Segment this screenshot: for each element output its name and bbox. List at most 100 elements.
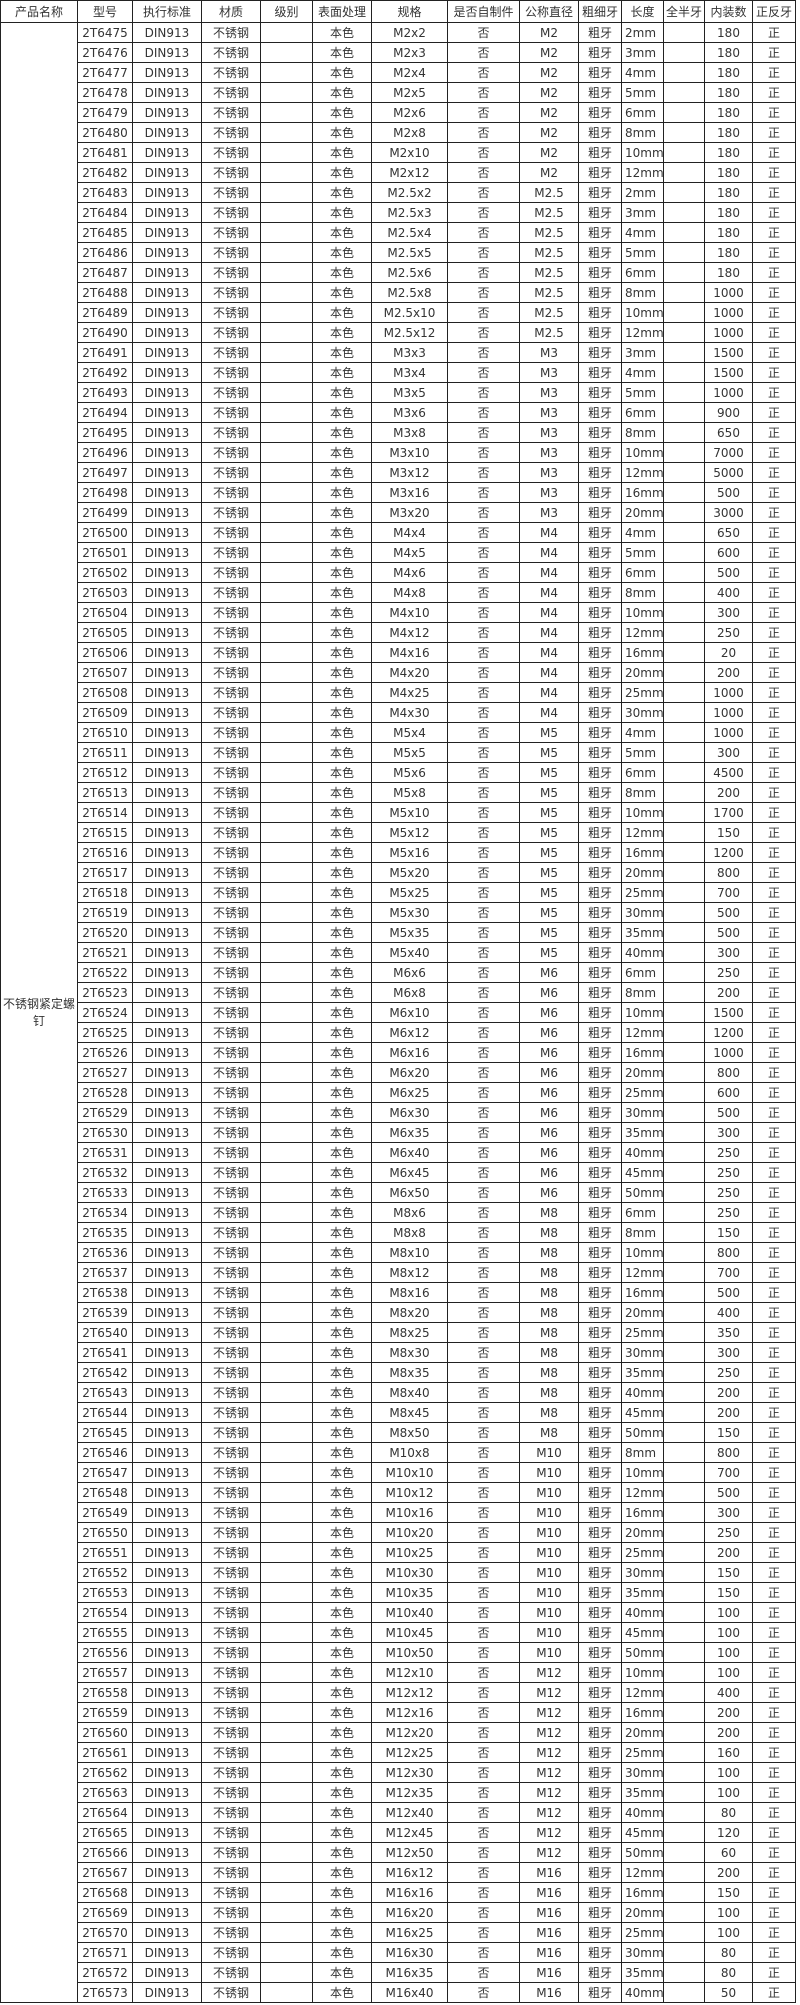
cell-full-half-thread bbox=[663, 882, 705, 903]
cell-thread-type: 粗牙 bbox=[578, 602, 622, 623]
cell-model: 2T6482 bbox=[77, 162, 133, 183]
cell-full-half-thread bbox=[663, 1582, 705, 1603]
cell-length: 25mm bbox=[621, 1322, 664, 1343]
cell-thread-direction: 正 bbox=[752, 1382, 796, 1403]
cell-thread-direction: 正 bbox=[752, 522, 796, 543]
cell-full-half-thread bbox=[663, 1302, 705, 1323]
cell-standard: DIN913 bbox=[132, 622, 202, 643]
cell-grade bbox=[260, 1602, 313, 1623]
cell-pack-quantity: 200 bbox=[704, 1702, 753, 1723]
cell-spec: M2.5x4 bbox=[371, 222, 448, 243]
cell-self-made: 否 bbox=[447, 1082, 520, 1103]
cell-standard: DIN913 bbox=[132, 722, 202, 743]
cell-thread-direction: 正 bbox=[752, 1682, 796, 1703]
cell-material: 不锈钢 bbox=[201, 922, 261, 943]
cell-surface-treatment: 本色 bbox=[312, 782, 372, 803]
cell-thread-type: 粗牙 bbox=[578, 1142, 622, 1163]
cell-nominal-diameter: M8 bbox=[519, 1282, 579, 1303]
cell-nominal-diameter: M12 bbox=[519, 1762, 579, 1783]
cell-self-made: 否 bbox=[447, 602, 520, 623]
cell-pack-quantity: 100 bbox=[704, 1642, 753, 1663]
cell-spec: M16x30 bbox=[371, 1942, 448, 1963]
cell-material: 不锈钢 bbox=[201, 1502, 261, 1523]
cell-length: 45mm bbox=[621, 1822, 664, 1843]
cell-self-made: 否 bbox=[447, 1402, 520, 1423]
cell-spec: M6x10 bbox=[371, 1002, 448, 1023]
cell-spec: M8x6 bbox=[371, 1202, 448, 1223]
cell-pack-quantity: 180 bbox=[704, 22, 753, 43]
cell-nominal-diameter: M5 bbox=[519, 842, 579, 863]
cell-model: 2T6521 bbox=[77, 942, 133, 963]
cell-nominal-diameter: M4 bbox=[519, 662, 579, 683]
table-row: 2T6573 DIN913 不锈钢 本色 M16x40 否 M16 粗牙 40mm 50 正 bbox=[1, 1982, 796, 2003]
cell-full-half-thread bbox=[663, 822, 705, 843]
cell-pack-quantity: 100 bbox=[704, 1662, 753, 1683]
cell-surface-treatment: 本色 bbox=[312, 982, 372, 1003]
cell-material: 不锈钢 bbox=[201, 1362, 261, 1383]
cell-spec: M4x10 bbox=[371, 602, 448, 623]
cell-length: 12mm bbox=[621, 822, 664, 843]
cell-thread-direction: 正 bbox=[752, 162, 796, 183]
cell-model: 2T6531 bbox=[77, 1142, 133, 1163]
cell-full-half-thread bbox=[663, 1962, 705, 1983]
cell-standard: DIN913 bbox=[132, 402, 202, 423]
cell-thread-type: 粗牙 bbox=[578, 282, 622, 303]
cell-length: 30mm bbox=[621, 702, 664, 723]
table-row: 2T6572 DIN913 不锈钢 本色 M16x35 否 M16 粗牙 35mm 80 正 bbox=[1, 1962, 796, 1983]
cell-thread-direction: 正 bbox=[752, 1202, 796, 1223]
cell-thread-direction: 正 bbox=[752, 122, 796, 143]
cell-spec: M16x12 bbox=[371, 1862, 448, 1883]
cell-surface-treatment: 本色 bbox=[312, 142, 372, 163]
cell-model: 2T6550 bbox=[77, 1522, 133, 1543]
cell-spec: M5x6 bbox=[371, 762, 448, 783]
cell-grade bbox=[260, 202, 313, 223]
cell-standard: DIN913 bbox=[132, 1242, 202, 1263]
table-row: 2T6504 DIN913 不锈钢 本色 M4x10 否 M4 粗牙 10mm 300 正 bbox=[1, 602, 796, 623]
cell-nominal-diameter: M4 bbox=[519, 642, 579, 663]
cell-thread-type: 粗牙 bbox=[578, 982, 622, 1003]
cell-model: 2T6503 bbox=[77, 582, 133, 603]
cell-pack-quantity: 80 bbox=[704, 1802, 753, 1823]
cell-standard: DIN913 bbox=[132, 642, 202, 663]
cell-grade bbox=[260, 1302, 313, 1323]
cell-spec: M12x50 bbox=[371, 1842, 448, 1863]
cell-nominal-diameter: M12 bbox=[519, 1682, 579, 1703]
cell-model: 2T6556 bbox=[77, 1642, 133, 1663]
cell-self-made: 否 bbox=[447, 522, 520, 543]
table-row: 2T6500 DIN913 不锈钢 本色 M4x4 否 M4 粗牙 4mm 650 正 bbox=[1, 522, 796, 543]
table-row: 2T6571 DIN913 不锈钢 本色 M16x30 否 M16 粗牙 30mm 80 正 bbox=[1, 1942, 796, 1963]
cell-full-half-thread bbox=[663, 1762, 705, 1783]
cell-spec: M10x8 bbox=[371, 1442, 448, 1463]
cell-self-made: 否 bbox=[447, 542, 520, 563]
table-row: 2T6529 DIN913 不锈钢 本色 M6x30 否 M6 粗牙 30mm 500 正 bbox=[1, 1102, 796, 1123]
cell-self-made: 否 bbox=[447, 902, 520, 923]
cell-nominal-diameter: M2.5 bbox=[519, 322, 579, 343]
cell-standard: DIN913 bbox=[132, 282, 202, 303]
cell-self-made: 否 bbox=[447, 442, 520, 463]
cell-pack-quantity: 500 bbox=[704, 1102, 753, 1123]
cell-nominal-diameter: M4 bbox=[519, 522, 579, 543]
cell-self-made: 否 bbox=[447, 402, 520, 423]
cell-spec: M4x12 bbox=[371, 622, 448, 643]
cell-nominal-diameter: M10 bbox=[519, 1502, 579, 1523]
cell-surface-treatment: 本色 bbox=[312, 1442, 372, 1463]
cell-grade bbox=[260, 742, 313, 763]
cell-model: 2T6552 bbox=[77, 1562, 133, 1583]
table-row: 2T6491 DIN913 不锈钢 本色 M3x3 否 M3 粗牙 3mm 1500 正 bbox=[1, 342, 796, 363]
cell-standard: DIN913 bbox=[132, 882, 202, 903]
cell-self-made: 否 bbox=[447, 722, 520, 743]
cell-standard: DIN913 bbox=[132, 1002, 202, 1023]
cell-pack-quantity: 500 bbox=[704, 562, 753, 583]
cell-surface-treatment: 本色 bbox=[312, 1602, 372, 1623]
cell-length: 16mm bbox=[621, 642, 664, 663]
cell-grade bbox=[260, 42, 313, 63]
cell-thread-type: 粗牙 bbox=[578, 1562, 622, 1583]
cell-surface-treatment: 本色 bbox=[312, 1762, 372, 1783]
cell-thread-type: 粗牙 bbox=[578, 202, 622, 223]
cell-pack-quantity: 800 bbox=[704, 1242, 753, 1263]
cell-model: 2T6497 bbox=[77, 462, 133, 483]
cell-thread-direction: 正 bbox=[752, 322, 796, 343]
cell-pack-quantity: 500 bbox=[704, 1282, 753, 1303]
cell-full-half-thread bbox=[663, 242, 705, 263]
cell-material: 不锈钢 bbox=[201, 1662, 261, 1683]
